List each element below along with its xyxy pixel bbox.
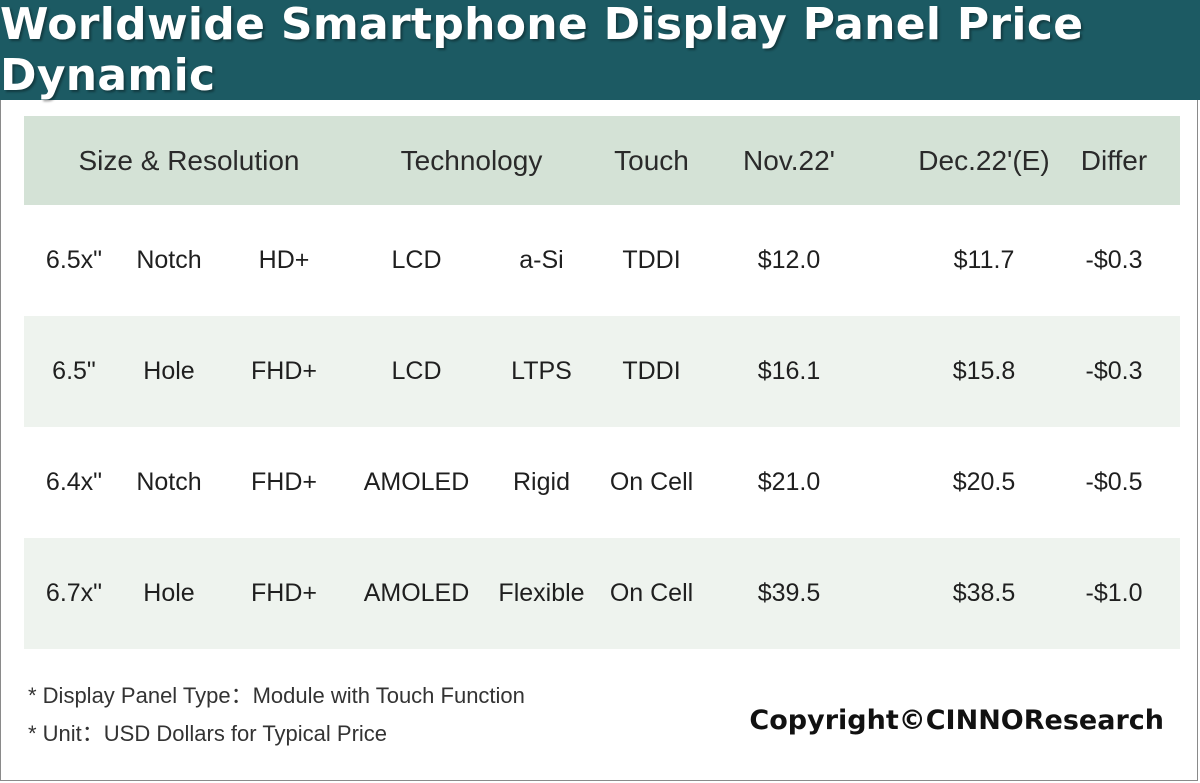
cell-nov22: $21.0 (757, 468, 821, 496)
cell-substrate: Rigid (513, 468, 570, 496)
cell-dec22: $38.5 (952, 579, 1016, 607)
cell-resolution: FHD+ (251, 468, 317, 496)
cell-dec22: $20.5 (952, 468, 1016, 496)
table-row: 6.5x" Notch HD+ LCD a-Si TDDI $12.0 $11.… (24, 205, 1180, 316)
cell-size: 6.5" (52, 357, 96, 385)
table-row: 6.5" Hole FHD+ LCD LTPS TDDI $16.1 $15.8… (24, 316, 1180, 427)
cell-technology: AMOLED (363, 468, 470, 496)
cell-size: 6.7x" (45, 579, 103, 607)
cell-technology: LCD (391, 246, 442, 274)
table-row: 6.4x" Notch FHD+ AMOLED Rigid On Cell $2… (24, 427, 1180, 538)
copyright-notice: Copyright©CINNOResearch (749, 705, 1164, 736)
cell-notch: Hole (143, 357, 195, 385)
cell-touch: On Cell (609, 579, 694, 607)
footnote-panel-type: * Display Panel Type：Module with Touch F… (28, 683, 525, 708)
cell-touch: On Cell (609, 468, 694, 496)
column-header-dec22: Dec.22'(E) (918, 144, 1050, 176)
table-row: 6.7x" Hole FHD+ AMOLED Flexible On Cell … (24, 538, 1180, 649)
column-header-nov22: Nov.22' (743, 144, 835, 176)
cell-touch: TDDI (622, 357, 681, 385)
cell-notch: Notch (136, 468, 202, 496)
cell-size: 6.5x" (45, 246, 103, 274)
cell-nov22: $39.5 (757, 579, 821, 607)
cell-differ: -$0.3 (1085, 357, 1143, 385)
cell-size: 6.4x" (45, 468, 103, 496)
cell-dec22: $11.7 (953, 246, 1015, 274)
cell-differ: -$1.0 (1085, 579, 1143, 607)
cell-nov22: $12.0 (757, 246, 821, 274)
cell-notch: Hole (143, 579, 195, 607)
column-header-size-resolution: Size & Resolution (78, 144, 300, 176)
cell-substrate: LTPS (511, 357, 572, 385)
cell-substrate: a-Si (519, 246, 564, 274)
price-table: Size & Resolution Technology Touch Nov.2… (24, 116, 1180, 649)
cell-differ: -$0.5 (1085, 468, 1143, 496)
cell-dec22: $15.8 (952, 357, 1016, 385)
table-header-row: Size & Resolution Technology Touch Nov.2… (24, 116, 1180, 205)
column-header-technology: Technology (400, 144, 543, 176)
cell-resolution: HD+ (258, 246, 310, 274)
cell-technology: LCD (391, 357, 442, 385)
column-header-differ: Differ (1080, 144, 1148, 176)
cell-differ: -$0.3 (1085, 246, 1143, 274)
cell-technology: AMOLED (363, 579, 470, 607)
cell-resolution: FHD+ (251, 579, 317, 607)
chart-title: Worldwide Smartphone Display Panel Price… (0, 0, 1084, 101)
footnote-unit: * Unit：USD Dollars for Typical Price (28, 721, 388, 746)
cell-resolution: FHD+ (251, 357, 317, 385)
title-bar: Worldwide Smartphone Display Panel Price… (0, 0, 1200, 101)
cell-touch: TDDI (622, 246, 681, 274)
column-header-touch: Touch (614, 144, 689, 176)
cell-nov22: $16.1 (757, 357, 821, 385)
cell-notch: Notch (136, 246, 202, 274)
cell-substrate: Flexible (498, 579, 585, 607)
